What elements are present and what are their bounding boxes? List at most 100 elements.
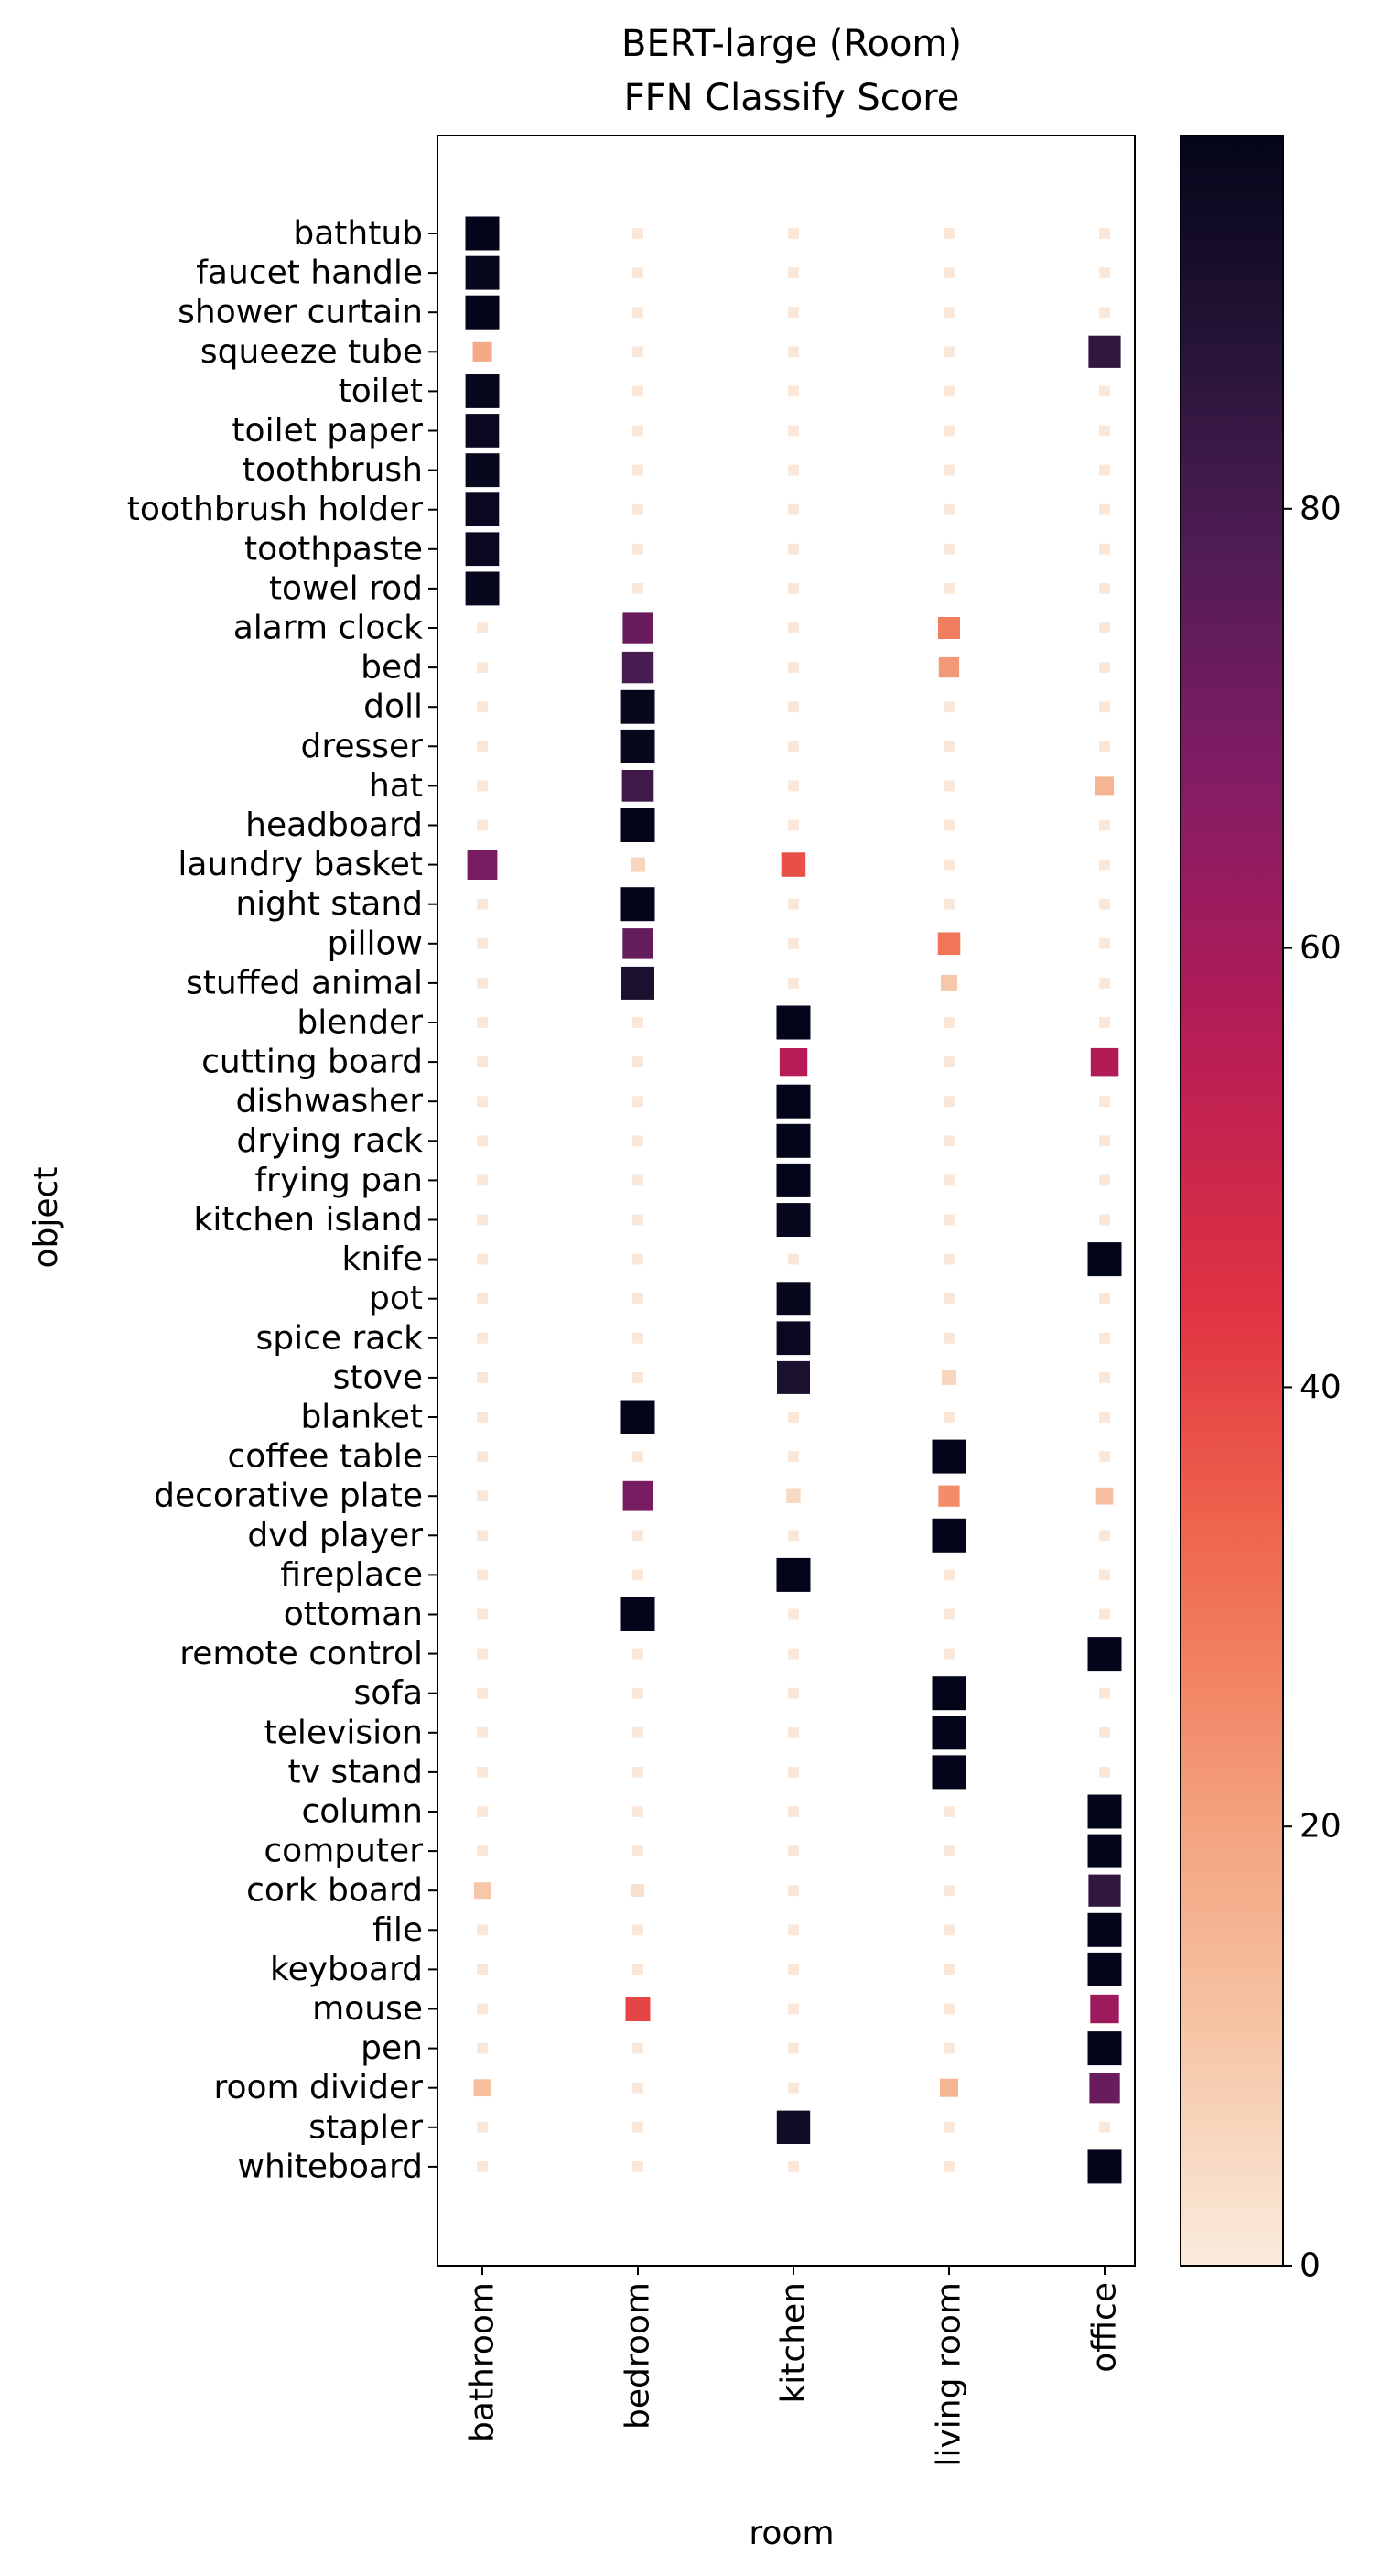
y-tick-label: pillow [328,925,423,962]
heatmap-cell: computer / living room: 1 [943,1845,955,1857]
heatmap-cell: bathtub / bathroom: 97 [464,215,501,252]
heatmap-cell: room divider / bedroom: 1 [631,2081,644,2094]
heatmap-cell: remote control / bedroom: 1 [631,1647,644,1661]
heatmap-cell: knife / kitchen: 1 [787,1252,800,1266]
heatmap-cell: fireplace / bedroom: 1 [631,1568,644,1582]
heatmap-cell: dvd player / kitchen: 1 [787,1529,800,1542]
heatmap-cell: pen / office: 97 [1086,2030,1123,2067]
heatmap-cell: toilet / office: 1 [1098,384,1111,398]
heatmap-cell: pen / kitchen: 1 [787,2041,800,2055]
heatmap-cell: spice rack / living room: 1 [943,1331,955,1345]
heatmap-cell: laundry basket / bedroom: 6 [630,856,646,873]
heatmap-cell: night stand / kitchen: 1 [787,897,800,911]
heatmap-cell: squeeze tube / kitchen: 1 [787,345,800,359]
heatmap-cell: room divider / kitchen: 1 [787,2081,800,2094]
heatmap-cell: towel rod / living room: 1 [943,582,955,595]
x-tick-label: bedroom [620,2282,657,2430]
heatmap-cell: stove / bathroom: 1 [476,1371,489,1384]
heatmap-cell: toothbrush / bedroom: 1 [631,463,644,477]
heatmap-cell: stove / living room: 6 [941,1369,957,1386]
heatmap-cell: pen / bathroom: 1 [476,2041,489,2055]
heatmap-cell: television / office: 1 [1098,1726,1111,1739]
heatmap-cell: decorative plate / bathroom: 1 [476,1489,489,1503]
heatmap-cell: blanket / bedroom: 97 [620,1399,656,1435]
heatmap-cell: cutting board / bathroom: 1 [476,1055,489,1068]
heatmap-cell: bed / office: 1 [1098,661,1111,675]
heatmap-cell: dresser / bathroom: 1 [476,740,489,753]
heatmap-cell: night stand / office: 1 [1098,897,1111,911]
heatmap-cell: stapler / office: 1 [1098,2120,1111,2134]
heatmap-cell: remote control / bathroom: 1 [476,1647,489,1661]
heatmap-cell: ottoman / bathroom: 1 [476,1607,489,1621]
y-tick-label: stove [333,1358,423,1396]
heatmap-cell: squeeze tube / bedroom: 1 [631,345,644,359]
heatmap-cell: keyboard / office: 97 [1086,1951,1123,1987]
heatmap-cell: headboard / living room: 1 [943,818,955,832]
heatmap-cell: towel rod / kitchen: 1 [787,582,800,595]
heatmap-cell: mouse / kitchen: 1 [787,2002,800,2016]
heatmap-cell: knife / bathroom: 1 [476,1252,489,1266]
heatmap-cell: pen / living room: 1 [943,2041,955,2055]
y-tick-label: shower curtain [178,294,423,331]
heatmap-cell: file / office: 97 [1086,1911,1123,1948]
chart-title: BERT-large (Room) [621,23,962,65]
heatmap-cell: fireplace / living room: 1 [943,1568,955,1582]
heatmap-cell: sofa / bedroom: 1 [631,1686,644,1700]
heatmap-cell: keyboard / bathroom: 1 [476,1963,489,1976]
y-tick-label: stuffed animal [186,964,423,1001]
heatmap-cell: decorative plate / kitchen: 5 [785,1488,802,1504]
heatmap-cell: cork board / office: 85 [1087,1873,1122,1908]
heatmap-cell: bed / kitchen: 1 [787,661,800,675]
heatmap-cell: toothbrush holder / kitchen: 1 [787,503,800,516]
heatmap-cell: cutting board / office: 57 [1089,1046,1120,1077]
y-tick-label: bathtub [293,215,423,253]
heatmap-cell: fireplace / bathroom: 1 [476,1568,489,1582]
heatmap-cell: toothpaste / bathroom: 95 [464,531,501,568]
heatmap-cell: toothpaste / kitchen: 1 [787,542,800,556]
heatmap-cell: pillow / living room: 30 [936,931,962,957]
heatmap-cell: stuffed animal / bedroom: 90 [620,965,655,1001]
heatmap-cell: drying rack / kitchen: 97 [775,1122,812,1159]
heatmap-cell: tv stand / living room: 97 [931,1754,967,1791]
heatmap-cell: toilet paper / kitchen: 1 [787,424,800,438]
heatmap-cell: television / kitchen: 1 [787,1726,800,1739]
y-tick-label: toothbrush holder [127,491,423,528]
heatmap-cell: blender / bathroom: 1 [476,1016,489,1029]
heatmap-cell: dvd player / living room: 97 [931,1517,967,1553]
y-tick-label: towel rod [269,569,423,607]
y-tick-label: mouse [312,1990,423,2028]
heatmap-cell: whiteboard / office: 97 [1086,2148,1123,2185]
heatmap-cell: dishwasher / living room: 1 [943,1095,955,1109]
heatmap-cell: spice rack / office: 1 [1098,1331,1111,1345]
heatmap-cell: bed / living room: 22 [937,655,961,679]
heatmap-cells: bathtub / bathroom: 97 bathtub / bedroom:… [464,215,1123,2185]
heatmap-cell: hat / bedroom: 82 [620,769,655,803]
y-tick-label: toilet [339,373,423,410]
y-tick-label: doll [363,688,423,726]
heatmap-cell: whiteboard / kitchen: 1 [787,2160,800,2173]
heatmap-cell: stapler / kitchen: 93 [775,2109,812,2146]
heatmap-cell: bed / bathroom: 1 [476,661,489,675]
heatmap-cell: computer / kitchen: 1 [787,1845,800,1857]
heatmap-cell: pen / bedroom: 1 [631,2041,644,2055]
heatmap-cell: kitchen island / bedroom: 1 [631,1213,644,1227]
heatmap-cell: decorative plate / living room: 25 [937,1484,961,1508]
heatmap-cell: dresser / bedroom: 96 [620,728,656,764]
heatmap-cell: drying rack / living room: 1 [943,1134,955,1148]
heatmap-cell: ottoman / living room: 1 [943,1607,955,1621]
heatmap-cell: file / kitchen: 1 [787,1923,800,1937]
heatmap-cell: night stand / bedroom: 97 [620,886,656,923]
y-tick-label: headboard [245,806,423,844]
heatmap-cell: pillow / bathroom: 1 [476,936,489,950]
y-tick-label: stapler [308,2108,423,2146]
heatmap-cell: stuffed animal / bathroom: 1 [476,977,489,990]
heatmap-cell: hat / bathroom: 1 [476,779,489,793]
heatmap-cell: coffee table / bedroom: 1 [631,1450,644,1463]
heatmap-cell: stove / office: 1 [1098,1371,1111,1384]
heatmap-cell: spice rack / bathroom: 1 [476,1331,489,1345]
y-tick-label: cork board [246,1872,423,1910]
heatmap-cell: frying pan / office: 1 [1098,1174,1111,1187]
heatmap-cell: shower curtain / kitchen: 1 [787,306,800,319]
